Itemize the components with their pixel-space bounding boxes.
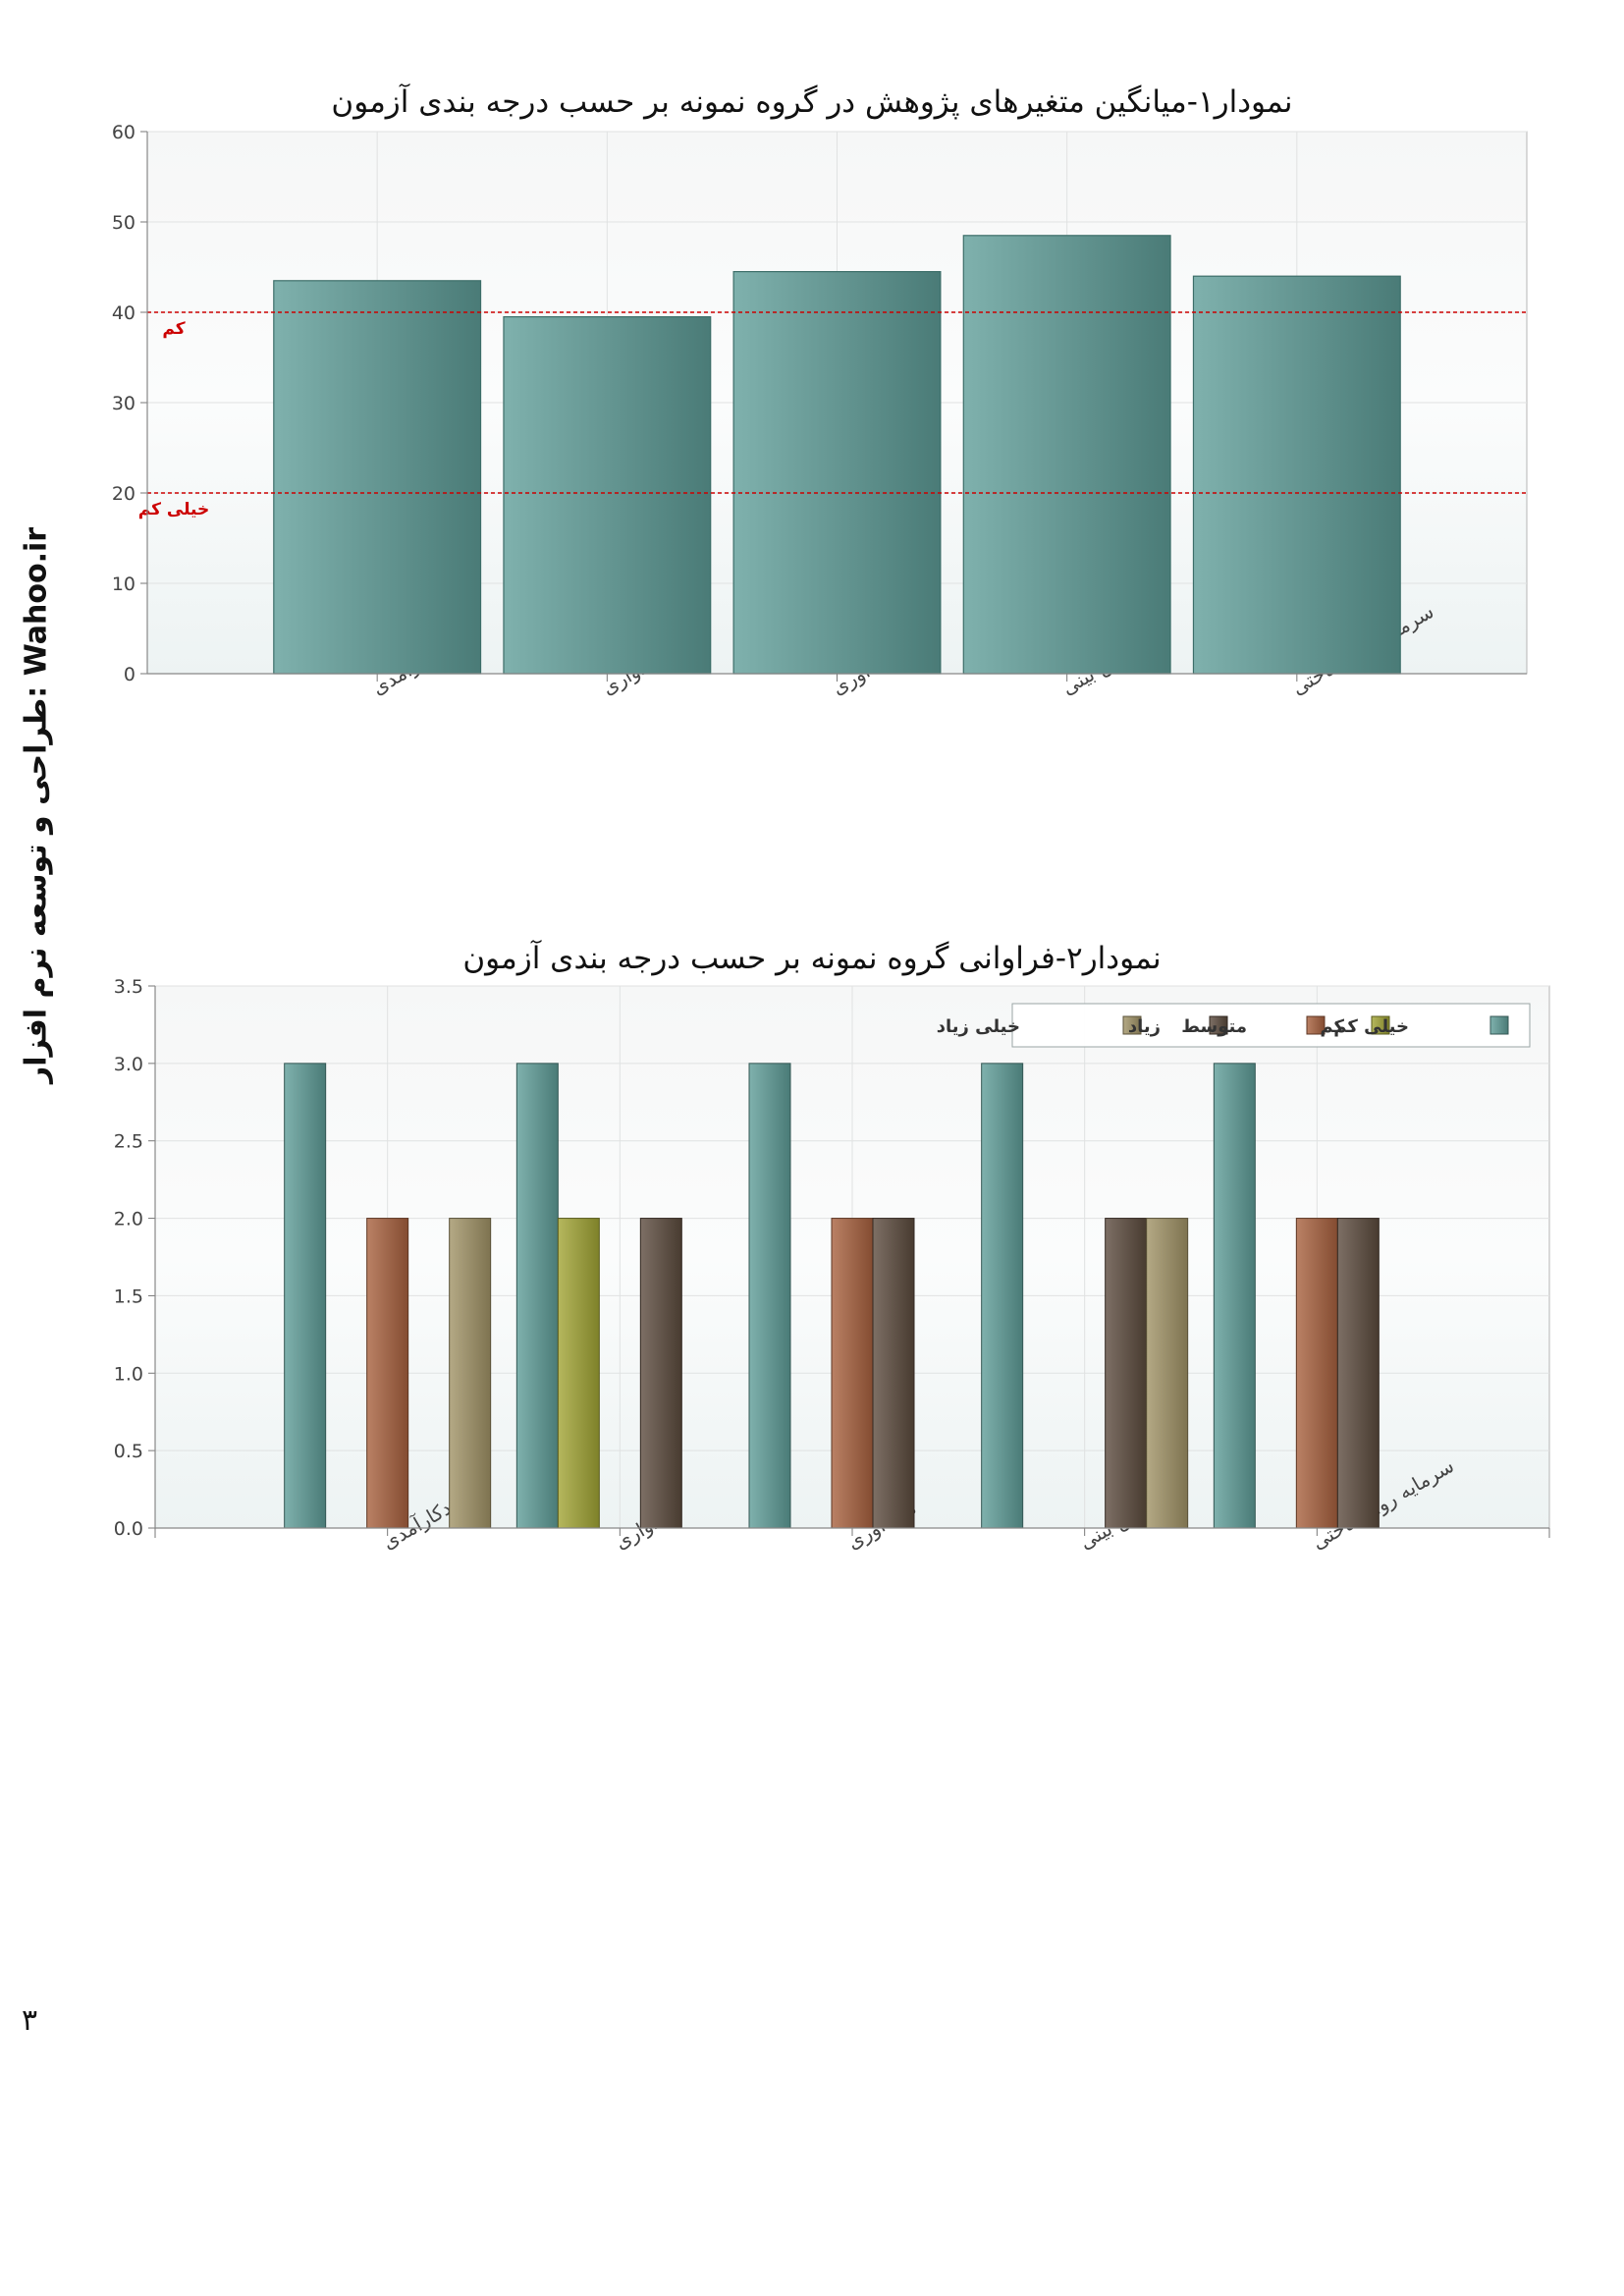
legend-item: متوسط [1181, 1015, 1326, 1037]
bar [639, 1218, 682, 1529]
bar [748, 1063, 791, 1529]
page-number: ۳ [22, 2003, 38, 2038]
y-tick-label: 2.5 [114, 1131, 143, 1153]
y-tick-label: 30 [112, 393, 135, 414]
bar [732, 271, 942, 675]
legend-swatch [1209, 1015, 1228, 1035]
bar [366, 1218, 409, 1529]
bar [1295, 1218, 1338, 1529]
legend-label: زیاد [1128, 1016, 1161, 1037]
bar [1192, 275, 1401, 675]
legend-box [1011, 1003, 1531, 1048]
side-credit: طراحی و توسعه نرم افزار: Wahoo.ir [14, 527, 59, 1083]
legend-swatch [1489, 1015, 1509, 1035]
legend-label: کم [1320, 1016, 1344, 1037]
y-tick-label: 3.5 [114, 976, 143, 998]
reference-line-label: کم [162, 319, 185, 339]
y-tick-label: 20 [112, 483, 135, 505]
bar [1146, 1218, 1189, 1529]
legend-item: زیاد [1128, 1015, 1228, 1037]
y-tick-label: 0.5 [114, 1441, 143, 1462]
chart1: خودکارآمدیامیدواریتاب آوریخوش بینیسرمایه… [112, 122, 1528, 699]
bar [981, 1063, 1024, 1529]
bar [515, 1063, 559, 1529]
bar [872, 1218, 915, 1529]
y-tick-label: 3.0 [114, 1054, 143, 1075]
bar [831, 1218, 874, 1529]
legend-swatch [1122, 1015, 1142, 1035]
bar [503, 316, 712, 675]
chart2-title: نمودار۲-فراوانی گروه نمونه بر حسب درجه ب… [462, 941, 1162, 976]
legend-item: خیلی کم [1333, 1015, 1509, 1037]
bar [962, 235, 1171, 675]
legend-item: خیلی زیاد [937, 1015, 1142, 1037]
y-tick-label: 1.0 [114, 1363, 143, 1385]
bar [273, 280, 482, 675]
y-tick-label: 50 [112, 212, 135, 234]
bar [1105, 1218, 1148, 1529]
y-tick-label: 0 [124, 664, 135, 685]
y-tick-label: 60 [112, 122, 135, 143]
bar [1213, 1063, 1256, 1529]
chart2: خودکارآمدیامیدواریتاب آوریخوش بینیسرمایه… [114, 976, 1550, 1554]
side-credit-text: طراحی و توسعه نرم افزار: Wahoo.ir [19, 526, 54, 1084]
legend-label: خیلی کم [1333, 1016, 1409, 1037]
bar [284, 1063, 327, 1529]
legend-swatch [1371, 1015, 1390, 1035]
bar [449, 1218, 492, 1529]
y-tick-label: 10 [112, 574, 135, 595]
y-tick-label: 1.5 [114, 1285, 143, 1307]
chart1-title: نمودار۱-میانگین متغیرهای پژوهش در گروه ن… [331, 84, 1293, 120]
legend-item: کم [1320, 1015, 1390, 1037]
bar [557, 1218, 600, 1529]
legend-label: خیلی زیاد [937, 1016, 1020, 1037]
bar [1336, 1218, 1380, 1529]
reference-line-label: خیلی کم [138, 500, 209, 519]
legend-swatch [1306, 1015, 1326, 1035]
y-tick-label: 2.0 [114, 1209, 143, 1230]
y-tick-label: 40 [112, 302, 135, 324]
y-tick-label: 0.0 [114, 1518, 143, 1540]
legend-label: متوسط [1181, 1016, 1247, 1037]
